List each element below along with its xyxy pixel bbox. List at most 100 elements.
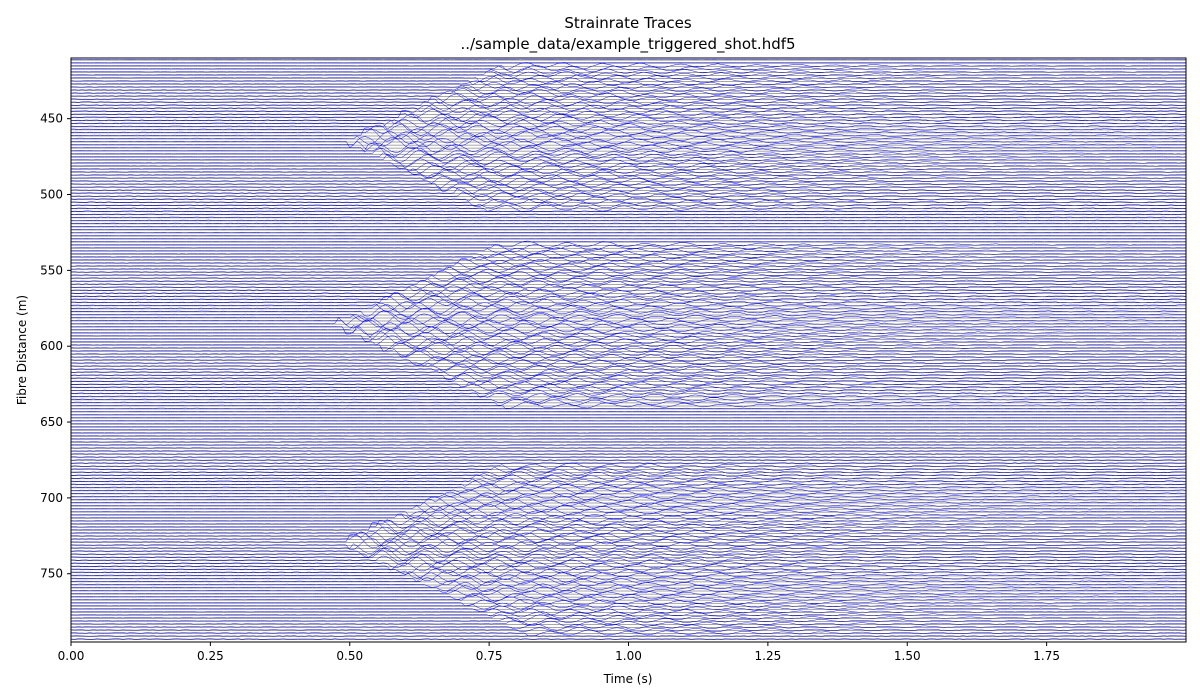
trace-line-59 [70, 237, 1187, 240]
y-tick-label-4: 650 [40, 415, 63, 429]
trace-line-28 [71, 137, 1187, 152]
trace-line-78 [70, 290, 1187, 302]
trace-line-155 [70, 522, 1187, 536]
trace-line-75 [70, 282, 1186, 293]
trace-line-41 [70, 179, 1187, 190]
trace-line-37 [70, 166, 1187, 178]
trace-line-113 [70, 398, 1187, 407]
trace-line-61 [70, 240, 1187, 248]
trace-line-124 [70, 435, 1187, 437]
trace-line-164 [70, 549, 1187, 563]
trace-line-54 [71, 222, 1187, 224]
trace-line-136 [70, 468, 1187, 477]
trace-line-22 [70, 119, 1187, 133]
trace-line-51 [70, 213, 1187, 215]
trace-line-165 [70, 553, 1187, 566]
trace-line-152 [70, 515, 1187, 527]
trace-line-118 [70, 416, 1187, 419]
trace-line-26 [71, 131, 1187, 145]
trace-line-80 [71, 296, 1187, 309]
trace-line-183 [70, 611, 1187, 619]
trace-line-0 [70, 58, 1187, 61]
trace-line-6 [70, 73, 1187, 82]
trace-line-1 [70, 62, 1187, 64]
y-tick-label-1: 500 [40, 188, 63, 202]
trace-line-110 [70, 389, 1187, 398]
trace-line-150 [70, 509, 1187, 520]
x-tick-label-2: 0.50 [336, 649, 363, 663]
trace-line-86 [70, 314, 1187, 328]
trace-line-119 [70, 419, 1187, 422]
trace-line-64 [70, 249, 1187, 258]
trace-line-97 [70, 348, 1187, 360]
trace-line-15 [70, 100, 1187, 111]
trace-line-123 [71, 432, 1187, 434]
trace-line-141 [70, 483, 1187, 492]
x-tick-label-5: 1.25 [755, 649, 782, 663]
x-tick-label-6: 1.50 [894, 649, 921, 663]
y-tick-label-2: 550 [40, 263, 63, 277]
trace-line-128 [70, 447, 1187, 449]
trace-line-154 [70, 519, 1187, 534]
trace-line-56 [70, 228, 1187, 230]
y-axis-label: Fibre Distance (m) [15, 295, 29, 405]
trace-line-83 [70, 304, 1186, 318]
trace-line-47 [71, 198, 1187, 207]
trace-line-191 [70, 638, 1187, 640]
trace-line-29 [70, 140, 1187, 153]
trace-line-67 [70, 257, 1187, 267]
trace-line-5 [70, 70, 1187, 80]
trace-line-131 [70, 456, 1187, 458]
trace-line-24 [70, 124, 1187, 140]
trace-line-25 [70, 127, 1187, 142]
chart-subtitle: ../sample_data/example_triggered_shot.hd… [460, 35, 795, 54]
trace-line-175 [70, 585, 1186, 595]
trace-line-32 [70, 150, 1187, 163]
trace-line-189 [70, 629, 1186, 637]
trace-line-143 [70, 489, 1187, 499]
trace-line-122 [71, 429, 1187, 431]
trace-line-106 [70, 376, 1187, 386]
trace-line-111 [70, 393, 1187, 401]
trace-line-98 [70, 351, 1187, 362]
trace-line-129 [70, 450, 1187, 452]
trace-line-30 [70, 142, 1187, 157]
trace-line-182 [70, 607, 1187, 616]
trace-line-163 [70, 547, 1187, 561]
trace-line-90 [70, 325, 1187, 340]
trace-line-186 [70, 620, 1187, 627]
trace-line-43 [70, 185, 1187, 195]
trace-line-69 [70, 264, 1187, 273]
chart-title: Strainrate Traces [564, 14, 691, 32]
trace-line-177 [71, 592, 1187, 602]
trace-line-105 [70, 373, 1187, 383]
trace-line-171 [70, 572, 1187, 584]
trace-line-73 [70, 276, 1186, 287]
trace-line-174 [70, 582, 1186, 592]
trace-line-27 [70, 134, 1187, 149]
trace-line-38 [71, 169, 1187, 180]
x-tick-label-0: 0.00 [58, 649, 85, 663]
trace-line-81 [70, 299, 1186, 312]
trace-line-104 [70, 370, 1187, 381]
trace-line-7 [70, 76, 1187, 85]
trace-line-93 [71, 335, 1187, 348]
trace-line-162 [70, 544, 1187, 559]
trace-line-19 [70, 110, 1187, 123]
trace-line-17 [70, 105, 1187, 117]
trace-line-101 [70, 360, 1187, 371]
trace-line-180 [70, 602, 1187, 610]
y-tick-label-6: 750 [40, 567, 63, 581]
trace-line-146 [70, 496, 1187, 507]
trace-line-88 [70, 319, 1187, 335]
trace-line-156 [70, 526, 1187, 540]
trace-line-77 [70, 287, 1187, 299]
x-tick-label-1: 0.25 [197, 649, 224, 663]
trace-line-31 [70, 147, 1187, 160]
trace-line-176 [70, 588, 1186, 598]
trace-line-55 [70, 225, 1187, 227]
x-axis: 0.00 0.25 0.50 0.75 1.00 1.25 1.50 1.75 [58, 642, 1060, 663]
trace-line-114 [70, 401, 1187, 410]
trace-line-33 [70, 153, 1186, 167]
trace-line-158 [70, 531, 1187, 547]
